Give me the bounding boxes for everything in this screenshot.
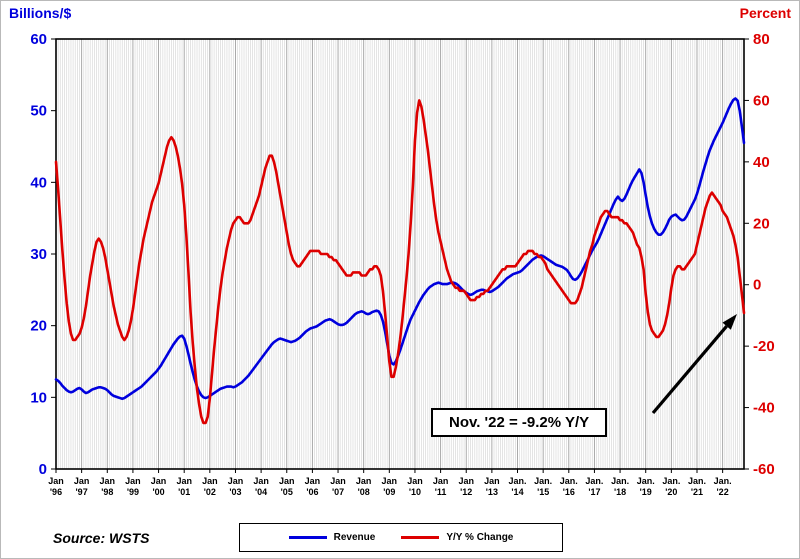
x-axis-tick-month: Jan — [176, 476, 192, 486]
x-axis-tick-month: Jan — [433, 476, 449, 486]
annotation-arrowhead — [722, 313, 737, 330]
x-axis-tick-year: '02 — [204, 487, 216, 497]
x-axis-tick-month: Jan — [305, 476, 321, 486]
x-axis-tick-year: '97 — [76, 487, 88, 497]
x-axis-tick-month: Jan — [125, 476, 141, 486]
right-axis-tick: 20 — [753, 215, 770, 232]
x-axis-tick-year: '22 — [717, 487, 729, 497]
x-axis-tick-year: '15 — [537, 487, 549, 497]
x-axis-tick-year: '96 — [50, 487, 62, 497]
legend-label-yoy: Y/Y % Change — [446, 532, 514, 543]
x-axis-tick-year: '08 — [358, 487, 370, 497]
left-axis-tick: 40 — [30, 174, 47, 191]
x-axis-tick-year: '11 — [435, 487, 447, 497]
x-axis-tick-year: '00 — [152, 487, 164, 497]
x-axis-tick-month: Jan. — [560, 476, 578, 486]
x-axis-tick-month: Jan. — [509, 476, 527, 486]
left-axis-tick: 60 — [30, 31, 47, 48]
left-axis-tick: 10 — [30, 389, 47, 406]
x-axis-tick-month: Jan — [484, 476, 500, 486]
x-axis-tick-year: '05 — [281, 487, 293, 497]
x-axis-tick-year: '98 — [101, 487, 113, 497]
yoy-line-swatch — [401, 536, 440, 539]
x-axis-tick-year: '21 — [691, 487, 703, 497]
x-axis-tick-month: Jan — [279, 476, 295, 486]
x-axis-tick-month: Jan — [356, 476, 372, 486]
right-axis-tick: -40 — [753, 400, 775, 417]
x-axis-tick-year: '10 — [409, 487, 421, 497]
x-axis-tick-month: Jan. — [714, 476, 732, 486]
x-axis-tick-month: Jan — [253, 476, 269, 486]
right-axis-tick: 80 — [753, 31, 770, 48]
x-axis-tick-year: '18 — [614, 487, 626, 497]
x-axis-tick-year: '01 — [178, 487, 190, 497]
x-axis-tick-month: Jan — [458, 476, 474, 486]
x-axis-tick-month: Jan. — [585, 476, 603, 486]
left-axis-tick: 20 — [30, 318, 47, 335]
x-axis-tick-month: Jan — [407, 476, 423, 486]
right-axis-tick: 0 — [753, 277, 761, 294]
x-axis-tick-year: '17 — [588, 487, 600, 497]
x-axis-tick-month: Jan — [151, 476, 167, 486]
annotation-callout: Nov. '22 = -9.2% Y/Y — [431, 408, 608, 437]
left-axis-title: Billions/$ — [9, 5, 72, 21]
x-axis-tick-month: Jan. — [534, 476, 552, 486]
x-axis-tick-month: Jan — [100, 476, 116, 486]
gridlines — [55, 39, 745, 469]
x-axis-tick-year: '13 — [486, 487, 498, 497]
x-axis-tick-year: '09 — [383, 487, 395, 497]
left-axis-tick: 0 — [39, 461, 47, 478]
annotation-arrow — [651, 325, 728, 415]
right-axis-tick: 40 — [753, 154, 770, 171]
revenue-line — [54, 97, 746, 401]
legend-item-yoy: Y/Y % Change — [401, 532, 513, 543]
x-axis-tick-month: Jan — [48, 476, 64, 486]
yoy-change-line — [54, 99, 746, 425]
source-text: Source: WSTS — [53, 530, 150, 546]
x-axis-tick-year: '04 — [255, 487, 267, 497]
right-axis-tick: -60 — [753, 461, 775, 478]
x-axis-tick-month: Jan — [330, 476, 346, 486]
right-axis-tick: 60 — [753, 92, 770, 109]
left-axis-tick: 30 — [30, 246, 47, 263]
right-axis-title: Percent — [739, 5, 791, 21]
x-axis-tick-year: '03 — [229, 487, 241, 497]
x-axis-tick-year: '06 — [306, 487, 318, 497]
legend-item-revenue: Revenue — [288, 532, 376, 543]
x-axis-tick-year: '07 — [332, 487, 344, 497]
x-axis-tick-month: Jan. — [688, 476, 706, 486]
x-axis-tick-year: '12 — [460, 487, 472, 497]
x-axis-tick-month: Jan. — [662, 476, 680, 486]
right-axis-tick: -20 — [753, 338, 775, 355]
left-axis-tick: 50 — [30, 103, 47, 120]
x-axis-tick-month: Jan. — [637, 476, 655, 486]
x-axis-tick-month: Jan — [228, 476, 244, 486]
revenue-line-swatch — [288, 536, 327, 539]
x-axis-tick-month: Jan — [382, 476, 398, 486]
x-axis-tick-year: '99 — [127, 487, 139, 497]
x-axis-tick-year: '14 — [511, 487, 523, 497]
legend-box: Revenue Y/Y % Change — [239, 523, 563, 552]
x-axis-tick-year: '20 — [665, 487, 677, 497]
x-axis-tick-month: Jan — [74, 476, 90, 486]
x-axis-tick-month: Jan. — [611, 476, 629, 486]
x-axis-tick-year: '16 — [563, 487, 575, 497]
legend-label-revenue: Revenue — [333, 532, 376, 543]
x-axis-tick-month: Jan — [202, 476, 218, 486]
x-axis-tick-year: '19 — [640, 487, 652, 497]
